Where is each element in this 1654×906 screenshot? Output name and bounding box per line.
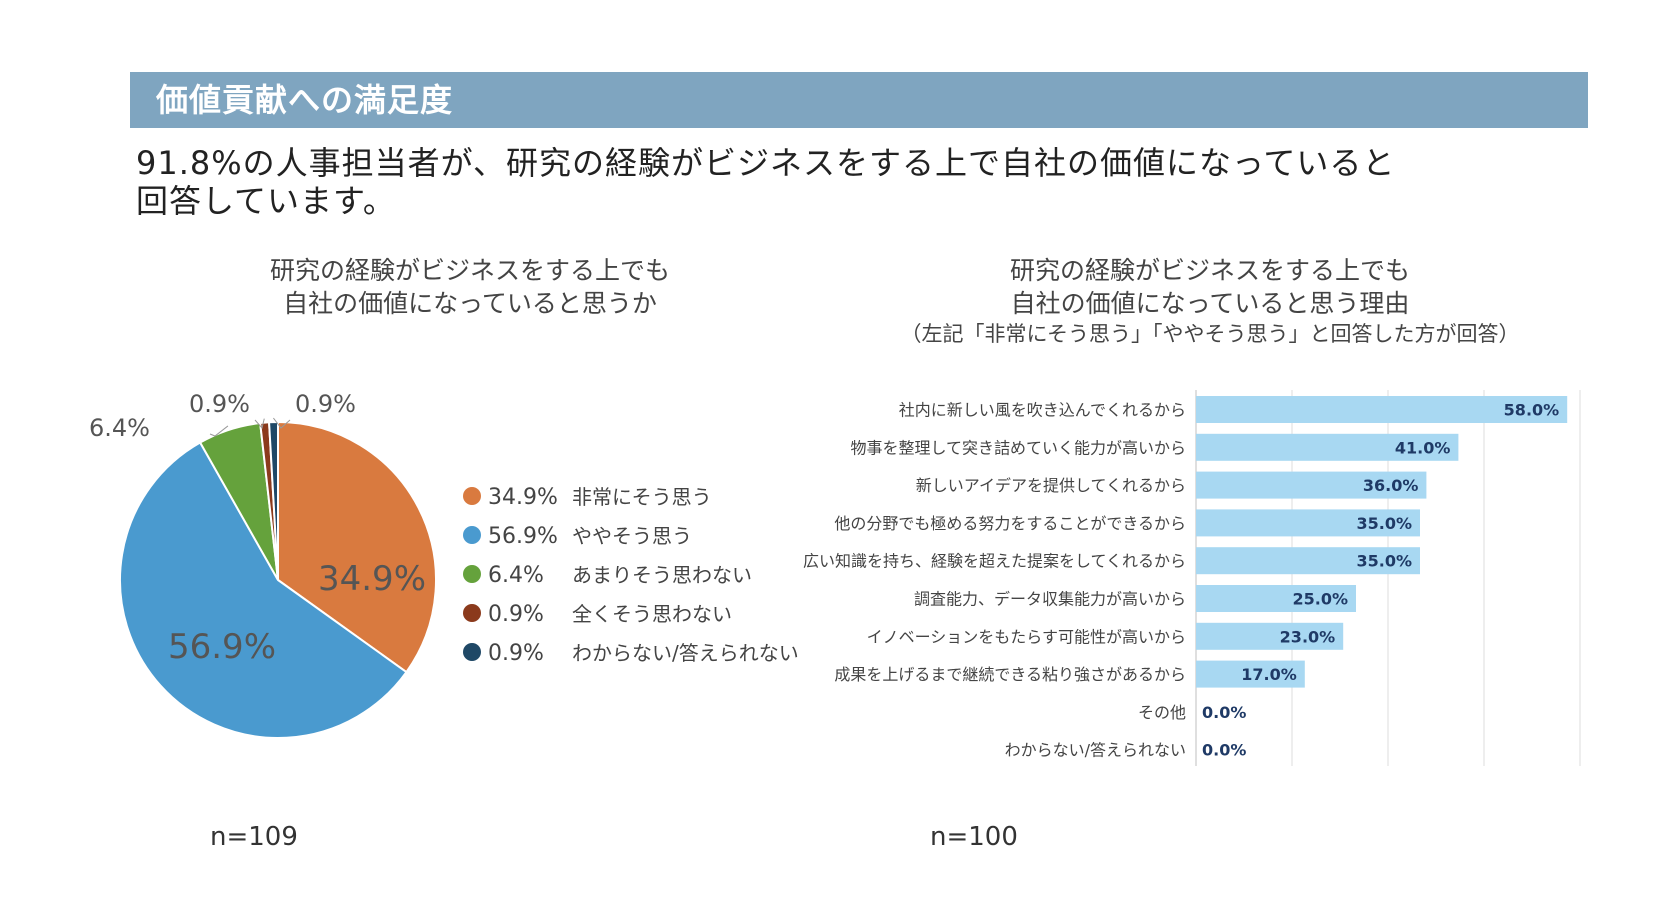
category-label: 調査能力、データ収集能力が高いから	[914, 590, 1186, 609]
section-header: 価値貢献への満足度	[130, 72, 1588, 128]
pie-title-line-2: 自社の価値になっていると思うか	[283, 289, 657, 318]
bar	[1196, 622, 1344, 650]
value-label: 23.0%	[1280, 627, 1336, 646]
category-label: 他の分野でも極める努力をすることができるから	[834, 514, 1186, 533]
pie-slice-label: 56.9%	[168, 627, 276, 667]
pie-slice	[119, 441, 408, 739]
bar	[1196, 585, 1356, 612]
value-label: 0.0%	[1202, 703, 1246, 722]
section-title: 価値貢献への満足度	[156, 81, 454, 119]
pie-slice-label: 0.9%	[189, 390, 250, 418]
pie-leader-line	[273, 417, 291, 429]
bar	[1196, 471, 1427, 499]
pie-slice-label: 6.4%	[89, 414, 150, 442]
bar-title-line-2: 自社の価値になっていると思う理由	[1010, 289, 1410, 318]
pie-slice-label: 34.9%	[318, 559, 426, 599]
value-label: 25.0%	[1292, 590, 1348, 609]
legend-value: 0.9%	[488, 641, 544, 666]
legend-label: 非常にそう思う	[572, 485, 712, 509]
legend-marker	[463, 526, 481, 544]
value-label: 36.0%	[1363, 476, 1419, 495]
lead-line-2: 回答しています。	[136, 182, 396, 220]
pie-sample-size: n=109	[210, 822, 298, 852]
pie-title-line-1: 研究の経験がビジネスをする上でも	[269, 256, 670, 285]
bar-subtitle: （左記「非常にそう思う」「ややそう思う」と回答した方が回答）	[900, 322, 1520, 346]
category-label: わからない/答えられない	[1005, 741, 1186, 760]
value-label: 58.0%	[1504, 401, 1560, 420]
category-label: 広い知識を持ち、経験を超えた提案をしてくれるから	[803, 552, 1186, 571]
bar-chart-title: 研究の経験がビジネスをする上でも 自社の価値になっていると思う理由 （左記「非常…	[810, 254, 1610, 348]
pie-slice	[277, 420, 437, 674]
legend-value: 0.9%	[488, 602, 544, 627]
legend-label: わからない/答えられない	[572, 641, 799, 665]
pie-leader-line	[254, 418, 265, 430]
legend-label: ややそう思う	[572, 524, 692, 548]
legend-value: 56.9%	[488, 524, 558, 549]
category-label: その他	[1138, 703, 1186, 722]
legend-label: あまりそう思わない	[572, 563, 752, 587]
value-label: 17.0%	[1241, 665, 1297, 684]
category-label: 成果を上げるまで継続できる粘り強さがあるから	[834, 665, 1186, 684]
bar	[1196, 509, 1420, 537]
legend-marker	[463, 487, 481, 505]
bar	[1196, 433, 1459, 461]
value-label: 41.0%	[1395, 438, 1451, 457]
category-label: 社内に新しい風を吹き込んでくれるから	[899, 401, 1186, 420]
legend-label: 全くそう思わない	[572, 602, 732, 626]
bar	[1196, 547, 1420, 575]
value-label: 0.0%	[1202, 741, 1246, 760]
bar-sample-size: n=100	[930, 822, 1018, 852]
legend-marker	[463, 565, 481, 583]
value-label: 35.0%	[1356, 552, 1412, 571]
pie-slice	[268, 420, 279, 581]
value-label: 35.0%	[1356, 514, 1412, 533]
pie-chart: 34.9% 56.9% 6.4% 0.9% 0.9% 34.9% 非常にそう思う 56.9% や…	[89, 390, 799, 739]
legend-value: 6.4%	[488, 563, 544, 588]
category-label: イノベーションをもたらす可能性が高いから	[867, 627, 1186, 646]
legend-marker	[463, 604, 481, 622]
bar-chart: 社内に新しい風を吹き込んでくれるから 58.0% 物事を整理して突き詰めていく能力が…	[803, 390, 1581, 766]
category-label: 物事を整理して突き詰めていく能力が高いから	[850, 438, 1186, 457]
bar	[1196, 396, 1568, 423]
pie-leader-line	[209, 425, 229, 437]
category-label: 新しいアイデアを提供してくれるから	[916, 476, 1186, 495]
legend-marker	[463, 643, 481, 661]
legend-value: 34.9%	[488, 485, 558, 510]
lead-line-1: 91.8%の人事担当者が、研究の経験がビジネスをする上で自社の価値になっていると	[136, 144, 1396, 182]
bar	[1196, 660, 1305, 688]
lead-text: 91.8%の人事担当者が、研究の経験がビジネスをする上で自社の価値になっていると…	[136, 144, 1556, 220]
pie-chart-title: 研究の経験がビジネスをする上でも 自社の価値になっていると思うか	[150, 254, 790, 320]
bar-title-line-1: 研究の経験がビジネスをする上でも	[1009, 256, 1410, 285]
pie-slice-label: 0.9%	[295, 390, 356, 418]
